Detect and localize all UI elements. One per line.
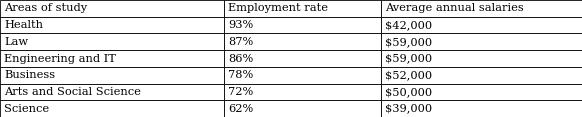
Text: $42,000: $42,000 — [385, 20, 432, 30]
Text: Science: Science — [4, 104, 49, 114]
Bar — [224, 67, 381, 84]
Bar — [0, 33, 224, 50]
Bar — [381, 100, 582, 117]
Bar — [0, 67, 224, 84]
Bar — [381, 0, 582, 17]
Text: Employment rate: Employment rate — [228, 3, 328, 13]
Bar — [0, 0, 224, 17]
Text: Arts and Social Science: Arts and Social Science — [4, 87, 141, 97]
Bar — [381, 50, 582, 67]
Bar — [0, 84, 224, 100]
Text: 72%: 72% — [228, 87, 253, 97]
Bar — [381, 17, 582, 33]
Bar — [224, 100, 381, 117]
Bar — [381, 67, 582, 84]
Bar — [0, 100, 224, 117]
Bar — [0, 50, 224, 67]
Bar — [224, 33, 381, 50]
Bar — [224, 84, 381, 100]
Text: $39,000: $39,000 — [385, 104, 432, 114]
Bar — [224, 0, 381, 17]
Text: $59,000: $59,000 — [385, 53, 432, 64]
Text: Business: Business — [4, 70, 55, 80]
Text: Engineering and IT: Engineering and IT — [4, 53, 116, 64]
Text: 62%: 62% — [228, 104, 253, 114]
Text: $52,000: $52,000 — [385, 70, 432, 80]
Text: 86%: 86% — [228, 53, 253, 64]
Bar — [0, 17, 224, 33]
Text: $50,000: $50,000 — [385, 87, 432, 97]
Text: Areas of study: Areas of study — [4, 3, 87, 13]
Text: $59,000: $59,000 — [385, 37, 432, 47]
Text: Health: Health — [4, 20, 43, 30]
Bar — [224, 50, 381, 67]
Text: 78%: 78% — [228, 70, 253, 80]
Bar — [381, 84, 582, 100]
Bar — [381, 33, 582, 50]
Text: Law: Law — [4, 37, 28, 47]
Bar — [224, 17, 381, 33]
Text: Average annual salaries: Average annual salaries — [385, 3, 524, 13]
Text: 87%: 87% — [228, 37, 253, 47]
Text: 93%: 93% — [228, 20, 253, 30]
